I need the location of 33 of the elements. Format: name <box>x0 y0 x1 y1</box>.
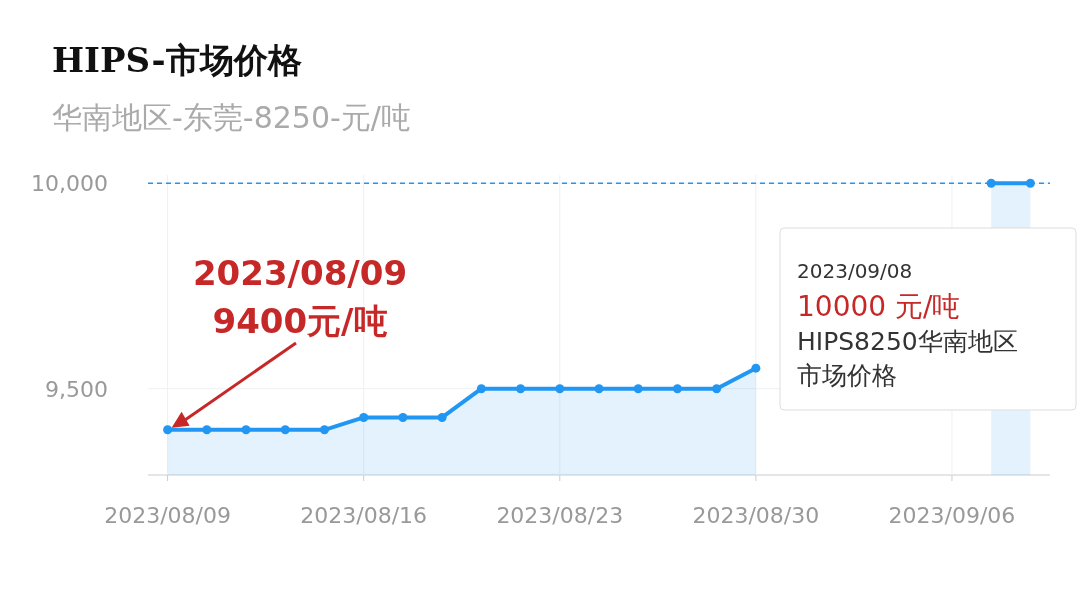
point <box>163 425 173 435</box>
point <box>398 412 408 422</box>
y-tick-label: 9,500 <box>45 376 108 402</box>
point <box>241 425 251 435</box>
annotation: 2023/09/08 <box>797 259 913 283</box>
point <box>319 425 329 435</box>
point <box>1025 178 1035 188</box>
point <box>555 384 565 394</box>
x-tick-label: 2023/08/23 <box>496 503 624 528</box>
y-tick-label: 10,000 <box>31 171 108 197</box>
annotation: 10000 元/吨 <box>797 290 961 323</box>
chart-title: HIPS-市场价格 <box>52 40 302 80</box>
annotation: HIPS8250华南地区市场价格 <box>797 327 1018 390</box>
point <box>202 425 212 435</box>
point <box>986 178 996 188</box>
point <box>437 412 447 422</box>
x-tick-label: 2023/08/30 <box>692 503 820 528</box>
tooltip: 2023/09/08 10000 元/吨 HIPS8250华南地区市场价格 <box>779 227 1077 411</box>
point <box>516 384 526 394</box>
x-tick-label: 2023/08/16 <box>300 503 428 528</box>
annotation: 9400元/吨 <box>212 301 388 341</box>
point <box>476 384 486 394</box>
point <box>672 384 682 394</box>
point <box>359 412 369 422</box>
point <box>712 384 722 394</box>
point <box>280 425 290 435</box>
point <box>594 384 604 394</box>
annotation: 2023/08/09 <box>192 253 408 293</box>
point <box>633 384 643 394</box>
point <box>751 363 761 373</box>
x-tick-label: 2023/08/09 <box>104 503 232 528</box>
chart-subtitle: 华南地区-东莞-8250-元/吨 <box>52 100 411 135</box>
x-tick-label: 2023/09/06 <box>888 503 1016 528</box>
